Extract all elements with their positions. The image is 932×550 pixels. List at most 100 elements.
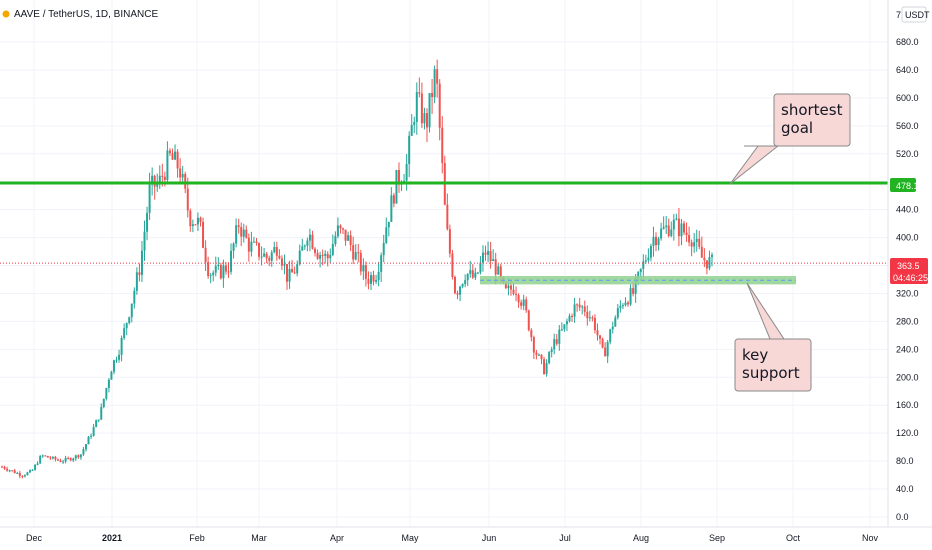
candle-body: [288, 268, 291, 282]
y-tick-label: 40.0: [896, 484, 914, 494]
candle-body: [18, 472, 21, 477]
candle-body: [571, 315, 574, 317]
candle-body: [632, 288, 635, 294]
currency-badge[interactable]: [901, 6, 927, 23]
candle-body: [247, 237, 250, 252]
candle-body: [497, 266, 500, 275]
badge-goal[interactable]: 478.1: [890, 178, 919, 192]
candle-body: [135, 272, 138, 291]
candle-body: [105, 387, 108, 399]
candle-body: [97, 419, 100, 421]
candle-body: [703, 257, 706, 261]
candle-body: [286, 264, 289, 282]
candle-body: [31, 469, 34, 471]
candle-body: [6, 468, 9, 471]
candle-body: [395, 170, 398, 204]
candle-body: [39, 456, 42, 464]
candle-body: [621, 305, 624, 307]
candle-body: [438, 83, 441, 128]
candle-body: [405, 163, 408, 181]
candle-body: [237, 225, 240, 228]
candle-body: [550, 349, 553, 353]
badge-last-price[interactable]: 363.5 04:46:25: [890, 258, 928, 284]
callout-shortest-goal[interactable]: shortest goal: [729, 93, 851, 185]
callout-key-support[interactable]: key support: [734, 282, 812, 392]
candle-body: [537, 354, 540, 356]
candle-body: [133, 290, 136, 304]
candle-body: [507, 285, 510, 289]
x-tick-label: Apr: [330, 533, 344, 543]
candle-body: [23, 475, 26, 477]
candle-body: [627, 302, 630, 305]
candle-body: [688, 235, 691, 243]
candle-body: [425, 113, 428, 128]
candle-body: [576, 304, 579, 306]
candles: [1, 59, 713, 479]
candle-body: [359, 252, 362, 272]
candle-body: [693, 242, 696, 247]
candle-body: [72, 458, 75, 461]
candle-body: [637, 272, 640, 279]
y-tick-label: 80.0: [896, 456, 914, 466]
x-tick-label: Dec: [26, 533, 43, 543]
candle-body: [662, 227, 665, 229]
candle-body: [532, 337, 535, 353]
candle-body: [1, 466, 3, 468]
candle-body: [196, 217, 199, 225]
candle-body: [410, 124, 413, 136]
candle-body: [420, 93, 423, 124]
candle-body: [484, 252, 487, 255]
candle-body: [372, 275, 375, 282]
candle-body: [11, 470, 14, 472]
candle-body: [331, 243, 334, 256]
candle-body: [553, 339, 556, 350]
candle-body: [520, 302, 523, 306]
candle-body: [301, 246, 304, 251]
candle-body: [306, 240, 309, 246]
candle-body: [476, 272, 479, 274]
candle-body: [146, 212, 149, 232]
candle-body: [64, 457, 67, 462]
candle-body: [423, 113, 426, 124]
candle-body: [158, 175, 161, 183]
candle-body: [670, 229, 673, 236]
candle-body: [385, 227, 388, 243]
candle-body: [166, 150, 169, 181]
candle-body: [675, 218, 678, 220]
candle-body: [82, 449, 85, 455]
candle-body: [316, 252, 319, 259]
candle-body: [69, 458, 72, 461]
candle-body: [540, 354, 543, 360]
price-axis[interactable]: 7 USDT 0.0 40.0 80.0 120.0 160.0 200.0 240.0 28…: [887, 0, 930, 527]
x-tick-label: Mar: [251, 533, 267, 543]
candle-body: [525, 299, 528, 311]
candle-body: [459, 286, 462, 295]
y-tick-label: 120.0: [896, 428, 919, 438]
candle-body: [151, 175, 154, 185]
candle-body: [428, 93, 431, 128]
candle-body: [543, 359, 546, 375]
candle-body: [708, 257, 711, 269]
candle-body: [326, 253, 329, 259]
candle-body: [601, 338, 604, 348]
candle-body: [255, 241, 258, 243]
candle-body: [364, 265, 367, 279]
candle-body: [329, 255, 332, 259]
time-axis[interactable]: Dec 2021 Feb Mar Apr May Jun Jul Aug Sep Oct Nov: [0, 526, 932, 543]
candle-body: [95, 420, 98, 428]
candle-body: [711, 254, 713, 258]
candle-body: [176, 151, 179, 169]
candle-body: [700, 246, 703, 258]
candle-body: [77, 455, 80, 458]
x-tick-label: Jun: [482, 533, 497, 543]
candle-body: [387, 221, 390, 228]
candle-body: [397, 170, 400, 185]
candle-body: [604, 347, 607, 357]
candle-body: [41, 455, 44, 457]
candle-body: [153, 175, 156, 187]
candle-body: [268, 258, 271, 261]
candle-body: [471, 270, 474, 278]
candle-body: [128, 317, 131, 324]
candle-body: [120, 337, 123, 355]
